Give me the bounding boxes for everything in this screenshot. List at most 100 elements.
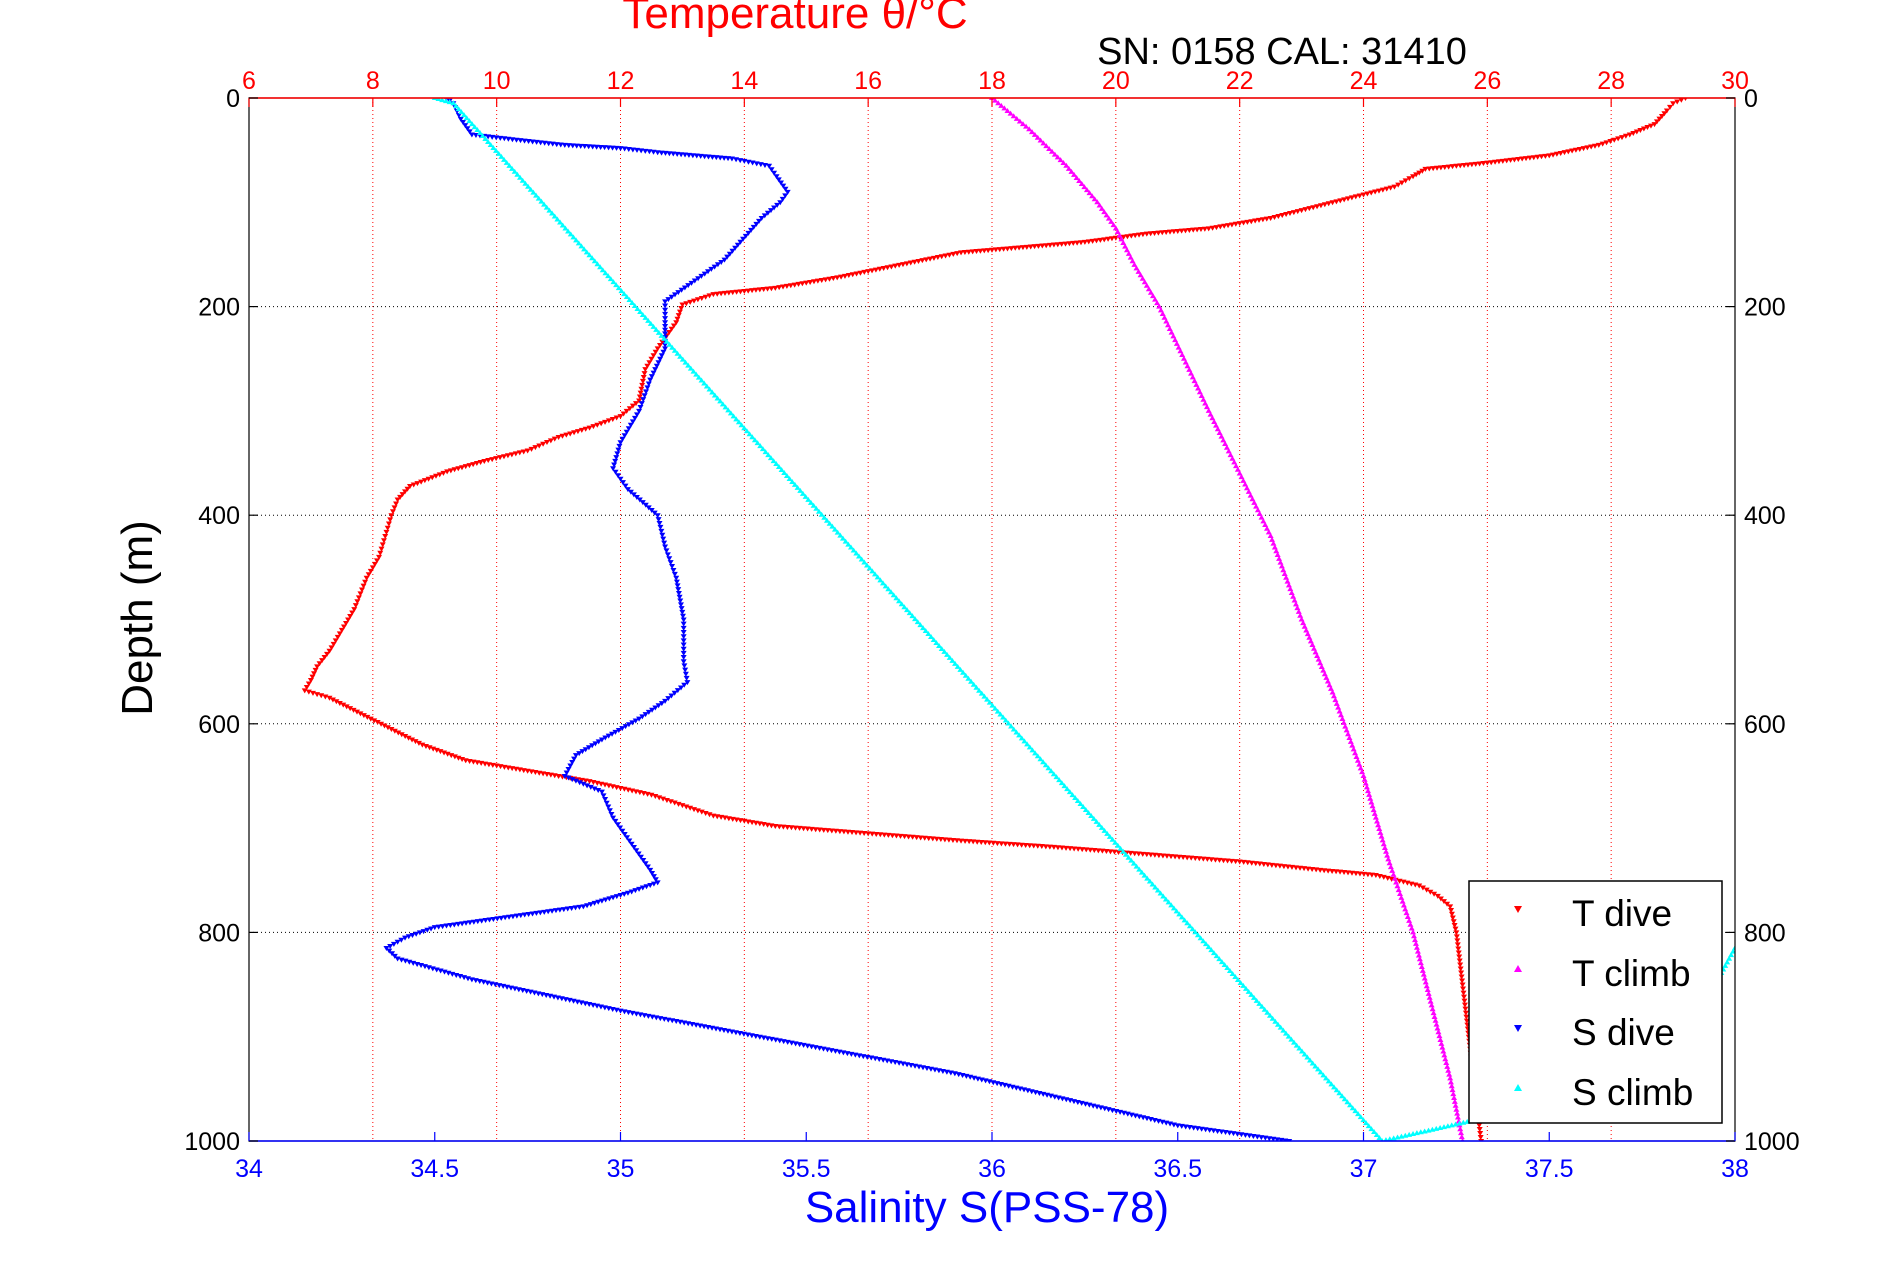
data-point-s-dive — [639, 714, 646, 720]
data-point-t-dive — [676, 309, 683, 315]
data-point-t-dive — [1180, 855, 1187, 861]
data-point-s-dive — [650, 874, 657, 880]
data-point-s-climb — [1093, 818, 1100, 824]
data-point-t-climb — [1336, 708, 1343, 714]
data-point-s-climb — [1056, 777, 1063, 783]
data-point-t-climb — [995, 100, 1002, 106]
data-point-s-climb — [1363, 1120, 1370, 1126]
data-point-s-dive — [389, 951, 396, 957]
data-point-s-dive — [619, 828, 626, 834]
data-point-t-dive — [536, 443, 543, 449]
data-point-s-climb — [1258, 1003, 1265, 1009]
data-point-t-dive — [388, 513, 395, 519]
data-point-s-dive — [662, 698, 669, 704]
data-point-s-dive — [617, 146, 624, 152]
data-point-t-climb — [1168, 329, 1175, 335]
data-point-s-dive — [680, 634, 687, 640]
data-point-t-dive — [824, 828, 831, 834]
data-point-t-dive — [1216, 857, 1223, 863]
data-point-s-dive — [682, 671, 689, 677]
data-point-s-dive — [682, 667, 689, 673]
data-point-t-dive — [646, 360, 653, 366]
data-point-t-dive — [1447, 904, 1454, 910]
data-point-t-dive — [620, 411, 627, 417]
data-point-t-climb — [1229, 455, 1236, 461]
data-point-s-dive — [668, 693, 675, 699]
data-point-s-dive — [680, 655, 687, 661]
data-point-s-dive — [729, 248, 736, 254]
legend: T dive T climb S dive S climb — [1468, 880, 1723, 1124]
data-point-s-climb — [549, 210, 556, 216]
data-point-s-climb — [570, 234, 577, 240]
data-point-t-climb — [1368, 799, 1375, 805]
data-point-t-dive — [421, 478, 428, 484]
data-point-t-climb — [1016, 118, 1023, 124]
data-point-s-climb — [938, 645, 945, 651]
data-point-s-climb — [527, 186, 534, 192]
data-point-s-dive — [464, 126, 471, 132]
data-point-s-dive — [622, 483, 629, 489]
data-point-s-climb — [973, 684, 980, 690]
data-point-t-dive — [1448, 911, 1455, 917]
data-point-s-dive — [636, 497, 643, 503]
data-point-s-dive — [695, 276, 702, 282]
data-point-s-climb — [770, 458, 777, 464]
data-point-t-climb — [1402, 906, 1409, 912]
data-point-s-dive — [680, 617, 687, 623]
data-point-t-dive — [1159, 853, 1166, 859]
legend-marker-t-climb — [1514, 965, 1522, 972]
data-point-s-dive — [561, 142, 568, 148]
data-point-s-climb — [1213, 953, 1220, 959]
data-point-s-dive — [647, 867, 654, 873]
data-point-t-climb — [1423, 983, 1430, 989]
data-point-t-climb — [1023, 123, 1030, 129]
data-point-t-dive — [418, 479, 425, 485]
data-point-t-dive — [350, 707, 357, 713]
plot-data — [301, 98, 1735, 1141]
data-point-t-dive — [687, 805, 694, 811]
data-point-s-climb — [1282, 1030, 1289, 1036]
data-point-s-dive — [391, 953, 398, 959]
data-point-s-climb — [1013, 729, 1020, 735]
data-point-s-climb — [834, 529, 841, 535]
data-point-t-dive — [905, 834, 912, 840]
data-point-s-climb — [618, 288, 625, 294]
data-point-s-climb — [706, 386, 713, 392]
data-point-s-dive — [610, 466, 617, 472]
data-point-s-climb — [535, 195, 542, 201]
data-point-s-climb — [1261, 1006, 1268, 1012]
data-point-t-dive — [362, 579, 369, 585]
data-point-s-climb — [1181, 917, 1188, 923]
data-point-s-dive — [749, 160, 756, 166]
data-point-s-climb — [725, 407, 732, 413]
data-point-t-climb — [1182, 359, 1189, 365]
data-point-t-dive — [1434, 893, 1441, 899]
data-point-s-climb — [637, 308, 644, 314]
data-point-t-climb — [1417, 960, 1424, 966]
data-point-s-dive — [606, 808, 613, 814]
data-point-t-dive — [784, 824, 791, 830]
data-point-t-climb — [1231, 459, 1238, 465]
data-point-s-dive — [635, 851, 642, 857]
data-point-s-climb — [874, 574, 881, 580]
data-point-s-dive — [648, 507, 655, 513]
data-point-t-climb — [1103, 212, 1110, 218]
data-point-s-climb — [762, 449, 769, 455]
data-point-t-dive — [316, 661, 323, 667]
data-point-s-climb — [789, 478, 796, 484]
data-point-t-dive — [1212, 857, 1219, 863]
data-point-s-dive — [721, 257, 728, 263]
data-point-s-climb — [1066, 789, 1073, 795]
data-point-t-climb — [1377, 829, 1384, 835]
data-point-s-climb — [469, 121, 476, 127]
data-point-s-dive — [612, 458, 619, 464]
data-point-t-dive — [660, 796, 667, 802]
data-point-s-dive — [565, 143, 572, 149]
data-point-t-dive — [363, 575, 370, 581]
data-point-t-climb — [1186, 366, 1193, 372]
depth-tick-label-right: 1000 — [1744, 1128, 1800, 1156]
data-point-t-dive — [796, 825, 803, 831]
data-point-t-climb — [1173, 340, 1180, 346]
data-point-t-dive — [885, 832, 892, 838]
data-point-t-dive — [389, 509, 396, 515]
